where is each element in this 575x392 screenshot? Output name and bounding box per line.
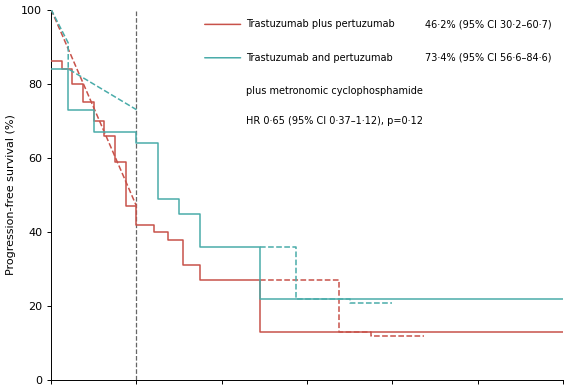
Text: Trastuzumab and pertuzumab: Trastuzumab and pertuzumab	[246, 53, 393, 63]
Text: Trastuzumab plus pertuzumab: Trastuzumab plus pertuzumab	[246, 19, 394, 29]
Text: 73·4% (95% CI 56·6–84·6): 73·4% (95% CI 56·6–84·6)	[425, 53, 551, 63]
Text: plus metronomic cyclophosphamide: plus metronomic cyclophosphamide	[246, 86, 423, 96]
Text: HR 0·65 (95% CI 0·37–1·12), p=0·12: HR 0·65 (95% CI 0·37–1·12), p=0·12	[246, 116, 423, 126]
Text: 46·2% (95% CI 30·2–60·7): 46·2% (95% CI 30·2–60·7)	[425, 19, 551, 29]
Y-axis label: Progression-free survival (%): Progression-free survival (%)	[6, 114, 16, 276]
